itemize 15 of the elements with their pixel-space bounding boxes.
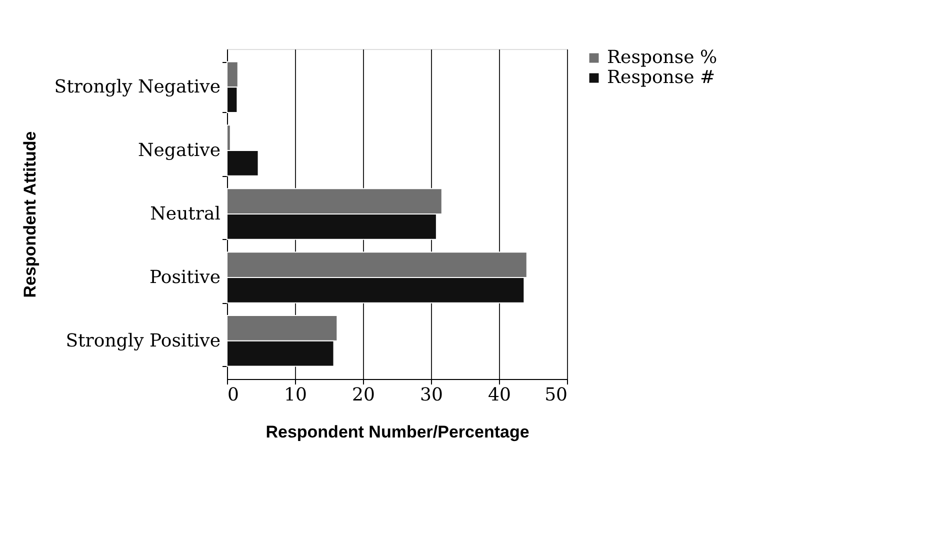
x-tick-label: 30	[420, 384, 443, 406]
x-tick-label: 0	[228, 384, 239, 406]
x-axis-title: Respondent Number/Percentage	[266, 422, 530, 442]
x-tick-label: 20	[352, 384, 375, 406]
x-tick-label: 40	[488, 384, 511, 406]
y-tick-label: Negative	[138, 140, 220, 162]
y-tick-label: Positive	[149, 266, 220, 288]
legend-label: Response #	[607, 67, 716, 88]
y-tick-label: Strongly Negative	[54, 76, 220, 98]
x-tick-label: 50	[544, 384, 568, 406]
x-tick-label: 10	[284, 384, 307, 406]
y-tick-label: Neutral	[150, 204, 221, 224]
y-axis-title: Respondent Attitude	[20, 131, 40, 298]
legend-label: Response %	[607, 47, 718, 68]
y-tick-label: Strongly Positive	[66, 330, 220, 352]
